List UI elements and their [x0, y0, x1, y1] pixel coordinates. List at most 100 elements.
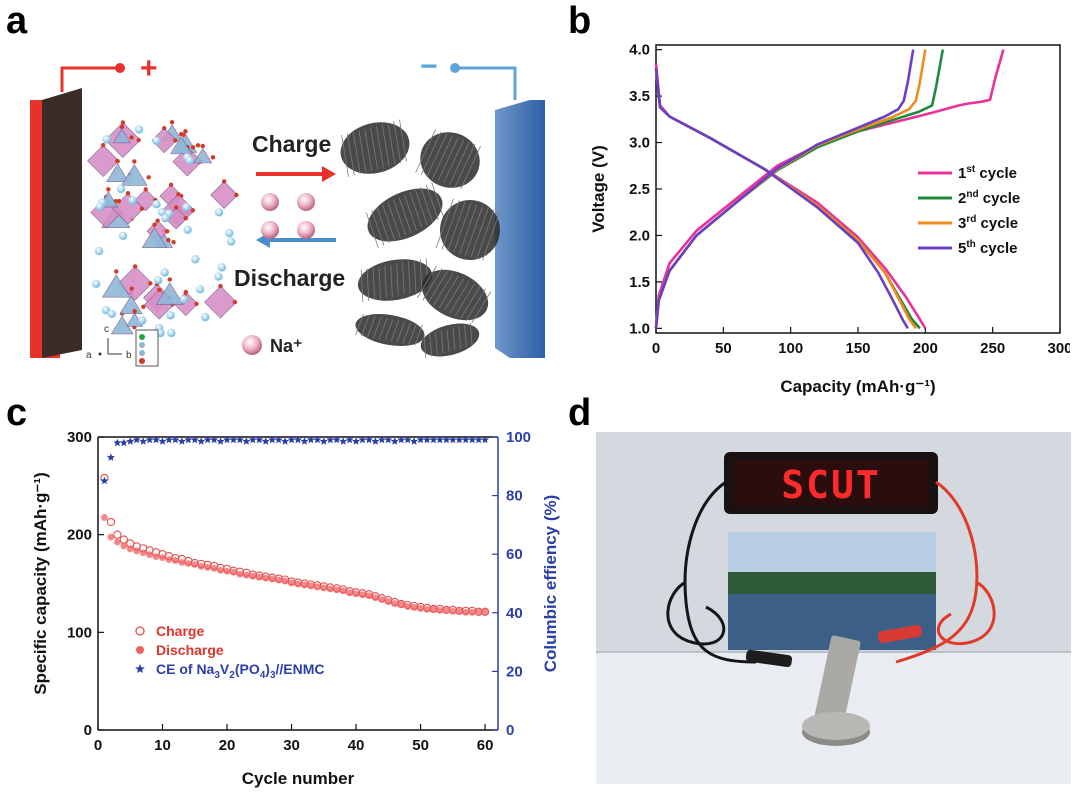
na-site-atom [179, 294, 189, 304]
ce-point [100, 476, 109, 485]
oxygen-atom [115, 158, 120, 164]
discharge-point [481, 608, 489, 616]
lattice-line [370, 127, 378, 170]
ce-point [242, 437, 251, 445]
chart-b-discharge-curve [654, 68, 909, 330]
panel-letter-b: b [568, 0, 592, 42]
lattice-line [431, 182, 445, 218]
chart-b-legend-label: 5th cycle [958, 239, 1018, 257]
ce-point [345, 435, 354, 444]
discharge-point [468, 608, 476, 616]
na-site-atom [167, 328, 176, 338]
na-site-atom [95, 202, 105, 211]
na-site-atom [183, 225, 192, 234]
oxygen-atom [173, 138, 178, 143]
ce-point [294, 435, 302, 444]
chart-c-y2-tick-label: 100 [506, 429, 531, 446]
na-site-atom [166, 311, 175, 320]
lattice-line [419, 259, 423, 292]
discharge-point [430, 605, 437, 613]
graphene-flake [357, 258, 433, 302]
ce-point [119, 438, 128, 447]
na-site-atom [94, 246, 104, 256]
ce-point [184, 435, 193, 444]
ce-point [390, 437, 399, 445]
landscape-sky [728, 532, 936, 572]
lattice-line [384, 319, 394, 341]
oxygen-atom [178, 131, 184, 137]
discharge-point [242, 571, 250, 579]
chart-b-charge-curve [654, 49, 915, 329]
charge-point [113, 530, 122, 539]
na-site-atom [107, 309, 117, 318]
lattice-line [420, 131, 442, 175]
lattice-line [444, 278, 465, 311]
discharge-point [255, 573, 263, 581]
lattice-line [454, 283, 475, 316]
axis-c-label: c [104, 324, 109, 335]
lattice-line [429, 334, 432, 357]
na-site-atom [214, 208, 224, 217]
discharge-point [404, 603, 412, 610]
lattice-line [387, 122, 396, 165]
lattice-line [435, 332, 438, 355]
na-site-atom [138, 316, 147, 325]
graphene-flake [340, 119, 410, 177]
charge-arrowhead [322, 166, 336, 182]
discharge-point [346, 589, 354, 597]
chart-b-y-tick-label: 1.5 [629, 274, 650, 291]
discharge-point [230, 568, 237, 576]
na-ion-legend-marker [242, 335, 262, 355]
discharge-point [436, 606, 444, 614]
ce-point [313, 435, 322, 444]
lattice-line [464, 324, 467, 348]
cathode-wire [60, 66, 120, 92]
na-site-atom [225, 228, 234, 238]
discharge-point [301, 581, 308, 589]
discharge-point [184, 560, 192, 567]
ce-point [435, 435, 444, 444]
discharge-point [391, 600, 399, 607]
na-site-atom [152, 136, 161, 146]
na-site-atom [217, 263, 227, 272]
discharge-point [146, 551, 154, 559]
chart-b-x-tick-label: 150 [845, 340, 870, 357]
battery-schematic: + − Charge Discharge Na⁺ c a b [30, 50, 545, 367]
lattice-line [378, 266, 381, 299]
lattice-line [470, 207, 489, 258]
red-wire-loop [937, 580, 996, 646]
oxygen-atom [218, 283, 223, 289]
discharge-point [268, 575, 276, 583]
ce-point [468, 435, 477, 444]
chart-b-y-tick-label: 1.0 [629, 320, 650, 337]
lattice-line [432, 135, 453, 179]
discharge-point [172, 557, 179, 564]
oxygen-atom [152, 222, 157, 227]
chart-b-plot-frame [655, 44, 1061, 334]
oxygen-atom [119, 124, 125, 130]
na-ion [261, 221, 279, 239]
ce-point [113, 438, 122, 447]
na-site-atom [134, 125, 144, 134]
chart-c-y-axis-label: Specific capacity (mAh·g⁻¹) [31, 472, 50, 694]
na-site-atom [91, 279, 101, 289]
lattice-line [415, 129, 436, 173]
chart-b-x-tick-label: 50 [715, 340, 732, 357]
discharge-point [249, 572, 257, 580]
panel-letter-c: c [6, 392, 28, 434]
ce-point [255, 435, 264, 444]
lattice-line [459, 204, 478, 255]
discharge-point [197, 563, 205, 570]
panel-letter-a: a [6, 0, 28, 42]
lattice-line [433, 273, 454, 306]
ce-point [235, 435, 244, 444]
lattice-line [404, 194, 417, 231]
ce-point [229, 435, 238, 444]
na-ion-legend-label: Na⁺ [270, 336, 303, 356]
chart-b-x-tick-label: 100 [778, 340, 803, 357]
lattice-line [435, 198, 454, 248]
lattice-line [408, 261, 411, 294]
axis-a-dot [98, 352, 102, 356]
na-ion [297, 221, 315, 239]
ce-point [210, 435, 219, 444]
